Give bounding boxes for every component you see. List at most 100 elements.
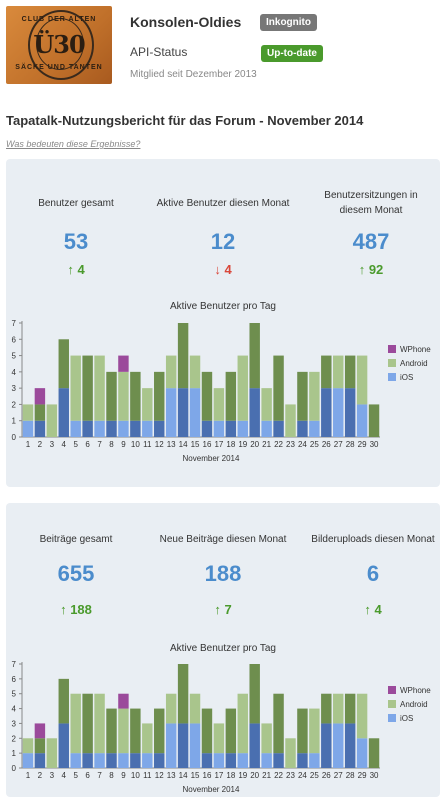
x-tick-label: 5 xyxy=(73,440,78,449)
bar-ios-day-14 xyxy=(177,388,189,437)
bar-android-day-7 xyxy=(94,693,105,754)
x-tick-label: 11 xyxy=(143,440,152,449)
bar-ios-day-10 xyxy=(130,753,141,768)
x-tick-label: 28 xyxy=(346,440,355,449)
bar-android-day-4 xyxy=(58,678,69,724)
legend-swatch-ios xyxy=(388,373,396,381)
bar-android-day-27 xyxy=(333,693,344,724)
x-tick-label: 25 xyxy=(310,440,319,449)
bar-ios-day-10 xyxy=(130,420,141,437)
bar-android-day-5 xyxy=(70,693,81,754)
x-tick-label: 14 xyxy=(179,440,188,449)
bar-android-day-21 xyxy=(261,388,272,421)
bar-ios-day-9 xyxy=(118,753,129,768)
bar-ios-day-7 xyxy=(94,753,105,768)
forum-logo: CLUB DER ALTEN Ü30 SÄCKE UND TANTEN xyxy=(6,6,112,84)
y-tick-label: 3 xyxy=(12,384,17,393)
bar-android-day-22 xyxy=(273,355,284,421)
delta-value: 4 xyxy=(224,262,232,277)
x-tick-label: 8 xyxy=(109,440,114,449)
bar-android-day-2 xyxy=(34,738,46,754)
x-tick-label: 3 xyxy=(50,440,55,449)
x-tick-label: 1 xyxy=(26,440,31,449)
bar-ios-day-24 xyxy=(297,753,308,768)
x-tick-label: 22 xyxy=(274,771,283,780)
stat-value-total-users: 53 xyxy=(63,229,89,254)
stat-label-active-users: Aktive Benutzer diesen Monat xyxy=(156,198,290,209)
y-tick-label: 6 xyxy=(12,335,17,344)
x-tick-label: 5 xyxy=(73,771,78,780)
bar-ios-day-18 xyxy=(225,420,237,437)
bar-ios-day-16 xyxy=(201,420,213,437)
bar-android-day-18 xyxy=(225,708,237,754)
x-tick-label: 10 xyxy=(131,771,140,780)
x-tick-label: 4 xyxy=(62,771,67,780)
bar-ios-day-29 xyxy=(356,738,368,768)
legend-label-android: Android xyxy=(400,359,428,368)
stat-label-new-posts: Neue Beiträge diesen Monat xyxy=(159,534,287,545)
legend-swatch-ios xyxy=(388,714,396,722)
bar-ios-day-1 xyxy=(22,753,34,768)
bar-wphone-day-9 xyxy=(118,355,129,372)
stat-value-image-uploads: 6 xyxy=(366,561,380,586)
x-tick-label: 16 xyxy=(203,440,212,449)
forum-name: Konsolen-Oldies xyxy=(130,14,242,30)
bar-android-day-22 xyxy=(273,693,284,754)
y-tick-label: 2 xyxy=(12,734,17,743)
x-tick-label: 19 xyxy=(238,771,247,780)
bar-android-day-30 xyxy=(368,738,380,768)
bar-ios-day-22 xyxy=(273,420,284,437)
y-tick-label: 5 xyxy=(12,690,17,699)
x-tick-label: 18 xyxy=(226,440,235,449)
stat-delta-total-users: ↑ 4 xyxy=(10,262,142,277)
x-tick-label: 23 xyxy=(286,771,295,780)
y-tick-label: 6 xyxy=(12,675,17,684)
x-tick-label: 20 xyxy=(250,440,259,449)
bar-android-day-5 xyxy=(70,355,81,421)
help-link[interactable]: Was bedeuten diese Ergebnisse? xyxy=(6,139,141,149)
bar-ios-day-27 xyxy=(333,388,344,437)
x-tick-label: 26 xyxy=(322,440,331,449)
bar-android-day-12 xyxy=(154,371,165,421)
x-tick-label: 12 xyxy=(155,771,164,780)
x-tick-label: 16 xyxy=(203,771,212,780)
bar-android-day-2 xyxy=(34,404,46,421)
x-tick-label: 29 xyxy=(358,440,367,449)
users-panel: Benutzer gesamt Aktive Benutzer diesen M… xyxy=(6,159,440,487)
x-tick-label: 30 xyxy=(370,771,379,780)
bar-android-day-27 xyxy=(333,355,344,389)
chart-title: Aktive Benutzer pro Tag xyxy=(170,301,276,312)
bar-ios-day-25 xyxy=(309,420,320,437)
bar-android-day-15 xyxy=(189,355,201,389)
bar-ios-day-25 xyxy=(309,753,320,768)
bar-android-day-29 xyxy=(356,355,368,405)
bar-ios-day-13 xyxy=(165,388,177,437)
delta-value: 4 xyxy=(77,262,85,277)
bar-android-day-1 xyxy=(22,404,34,421)
bar-ios-day-4 xyxy=(58,723,69,768)
x-tick-label: 12 xyxy=(155,440,164,449)
legend-swatch-wphone xyxy=(388,345,396,353)
x-tick-label: 17 xyxy=(214,440,223,449)
bar-android-day-14 xyxy=(177,664,189,724)
bar-android-day-6 xyxy=(82,355,93,421)
y-tick-label: 0 xyxy=(12,764,17,773)
legend-label-android: Android xyxy=(400,700,428,709)
bar-android-day-16 xyxy=(201,708,213,754)
bar-android-day-9 xyxy=(118,371,129,421)
y-tick-label: 4 xyxy=(12,705,17,714)
bar-android-day-3 xyxy=(46,404,58,437)
bar-android-day-8 xyxy=(106,371,117,421)
arrow-up-icon: ↑ xyxy=(214,602,221,617)
bar-ios-day-17 xyxy=(213,420,225,437)
bar-android-day-24 xyxy=(297,708,308,754)
bar-ios-day-21 xyxy=(261,420,272,437)
bar-ios-day-26 xyxy=(321,388,332,437)
bar-android-day-13 xyxy=(165,693,177,724)
bar-ios-day-9 xyxy=(118,420,129,437)
x-tick-label: 27 xyxy=(334,771,343,780)
bar-android-day-23 xyxy=(285,404,296,437)
forum-header: CLUB DER ALTEN Ü30 SÄCKE UND TANTEN Kons… xyxy=(0,0,447,92)
stat-value-total-posts: 655 xyxy=(57,561,95,586)
